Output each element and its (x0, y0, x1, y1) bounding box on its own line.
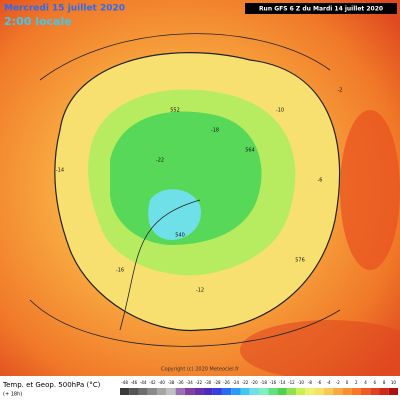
legend-swatch (184, 388, 195, 395)
legend-tick-label: -34 (186, 380, 193, 385)
legend-swatch (286, 388, 297, 395)
legend-tick-label: -2 (336, 380, 340, 385)
legend-swatch (203, 388, 213, 395)
legend-swatch (120, 388, 130, 395)
legend-swatch (259, 388, 269, 395)
legend-tick-label: 4 (364, 380, 367, 385)
contour-label: 576 (295, 258, 305, 264)
run: Run GFS 6 Z du Mardi 14 juillet 2020 (259, 6, 383, 13)
legend-swatch (175, 388, 185, 395)
legend-swatch (268, 388, 278, 395)
contour-label: -10 (276, 108, 284, 114)
legend-tick-label: -18 (260, 380, 267, 385)
legend-swatch (231, 388, 241, 395)
contour-labels: 552 564 576 540 -14 -22 -18 -10 -6 -2 -16 -12 (56, 88, 343, 294)
legend-tick-label: -4 (327, 380, 331, 385)
legend-tick-label: -46 (131, 380, 138, 385)
legend-swatch (277, 388, 287, 395)
legend-tick-label: -48 (121, 380, 128, 385)
legend-swatch (249, 388, 259, 395)
contour-label: -18 (211, 128, 219, 134)
legend-tick-label: -26 (223, 380, 230, 385)
legend-swatch (157, 388, 167, 395)
legend-tick-label: -16 (270, 380, 277, 385)
legend-swatch (314, 388, 324, 395)
legend-swatch (166, 388, 176, 395)
legend-note: (+ 18h) (3, 392, 22, 398)
warm-zone (340, 110, 400, 270)
legend-tick-label: -24 (233, 380, 240, 385)
legend-tick-label: -12 (288, 380, 295, 385)
green-zone (110, 111, 262, 245)
contour-label: -16 (116, 268, 124, 274)
legend-swatch (342, 388, 352, 395)
legend-swatch (351, 388, 361, 395)
legend-tick-label: 6 (374, 380, 377, 385)
legend-swatch (240, 388, 250, 395)
legend-swatch (129, 388, 139, 395)
run-box (245, 3, 397, 14)
contour-label: 564 (245, 148, 255, 154)
legend-swatch (296, 388, 306, 395)
legend-tick-label: 0 (346, 380, 349, 385)
legend-swatch (147, 388, 158, 395)
legend-tick-label: -28 (214, 380, 221, 385)
date: Mercredi 15 juillet 2020 (4, 4, 125, 14)
legend-tick-label: -40 (158, 380, 165, 385)
legend-tick-label: -14 (279, 380, 286, 385)
legend-swatch (221, 388, 232, 395)
map: 552 564 576 540 -14 -22 -18 -10 -6 -2 -16 -12 Copyr… (0, 0, 400, 380)
legend-swatch (138, 388, 148, 395)
legend-tick-label: -6 (317, 380, 321, 385)
legend-tick-label: -10 (297, 380, 304, 385)
legend-tick-label: -22 (242, 380, 249, 385)
legend-swatch (212, 388, 222, 395)
contour-label: -22 (156, 158, 164, 164)
contour-label: 552 (170, 108, 180, 114)
cyan-zone (148, 189, 201, 240)
legend: -48 -46 -44 -42 -40 -38 -36 -34 -32 -30 -28 -26 -24-… (120, 380, 398, 395)
legend-tick-label: -44 (140, 380, 147, 385)
time: 2:00 locale (4, 15, 72, 28)
legend-swatch (370, 388, 380, 395)
legend-tick-label: 2 (355, 380, 358, 385)
copyright: Copyright (c) 2020 Meteociel.fr (161, 367, 240, 373)
contour-label: -12 (196, 288, 204, 294)
legend-tick-label: 10 (391, 380, 397, 385)
legend-tick-label: -8 (308, 380, 312, 385)
legend-swatch (379, 388, 389, 395)
legend-swatch (323, 388, 334, 395)
legend-swatch (194, 388, 204, 395)
legend-swatch (360, 388, 371, 395)
legend-tick-label: -32 (195, 380, 202, 385)
legend-swatch (305, 388, 315, 395)
legend-tick-label: -38 (168, 380, 175, 385)
legend-tick-label: -42 (149, 380, 156, 385)
legend-tick-label: -30 (205, 380, 212, 385)
legend-tick-label: -36 (177, 380, 184, 385)
contour-label: -14 (56, 168, 64, 174)
contour-label: -6 (318, 178, 323, 184)
legend-swatch (388, 388, 398, 395)
legend-title: Temp. et Geop. 500hPa (°C) (2, 381, 101, 389)
coastline (29, 33, 341, 347)
legend-tick-label: 8 (383, 380, 386, 385)
contour-label: -2 (338, 88, 343, 94)
legend-tick-label: -20 (251, 380, 258, 385)
legend-swatch (333, 388, 343, 395)
contour-label: 540 (175, 233, 185, 239)
